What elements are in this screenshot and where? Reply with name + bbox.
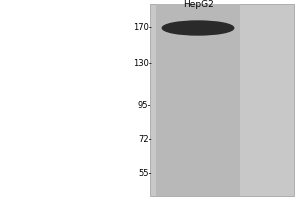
Bar <box>150 4 294 196</box>
Text: 55-: 55- <box>138 170 152 178</box>
Ellipse shape <box>162 21 234 35</box>
Text: HepG2: HepG2 <box>183 0 213 9</box>
Text: 72-: 72- <box>138 136 152 144</box>
Text: 130-: 130- <box>133 58 152 68</box>
Bar <box>156 4 240 196</box>
Text: 170-: 170- <box>133 22 152 31</box>
Text: 95-: 95- <box>138 100 152 110</box>
